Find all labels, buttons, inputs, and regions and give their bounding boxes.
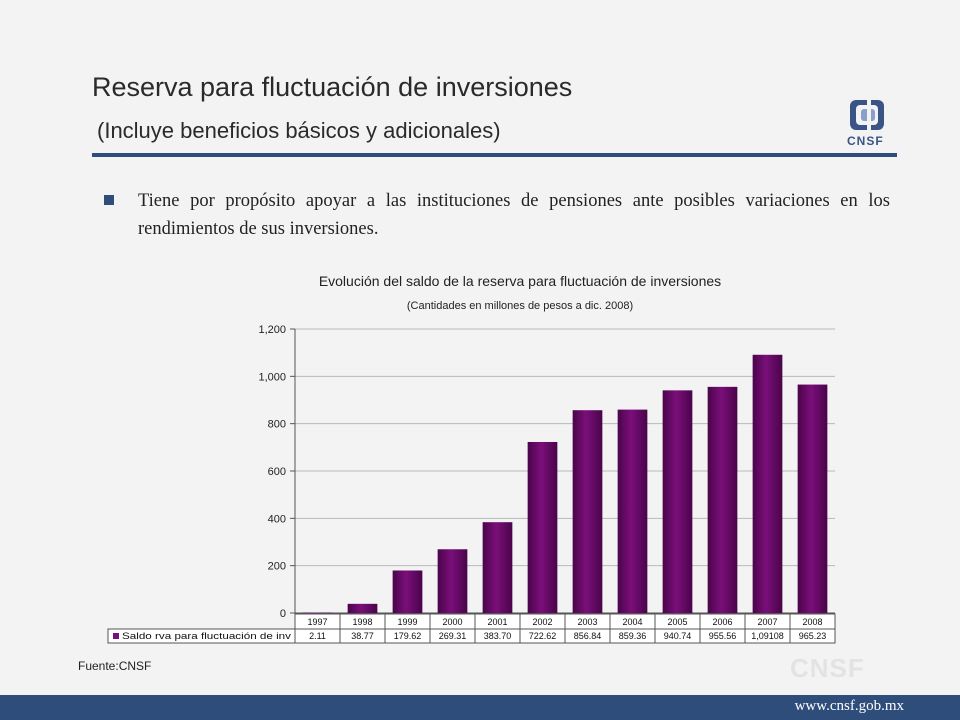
bullet-square-icon [104,195,114,205]
data-label: 269.31 [439,631,467,641]
data-label: 856.84 [574,631,602,641]
slide-subtitle: (Incluye beneficios básicos y adicionale… [97,118,501,143]
x-tick-label: 2001 [487,617,507,627]
x-tick-label: 2000 [442,617,462,627]
bullet-text: Tiene por propósito apoyar a las institu… [138,191,890,239]
data-label: 955.56 [709,631,737,641]
y-tick-label: 400 [268,513,286,525]
data-label: 859.36 [619,631,647,641]
x-tick-label: 2004 [622,617,642,627]
x-tick-label: 2003 [577,617,597,627]
data-label: 722.62 [529,631,557,641]
title-divider [92,153,897,157]
y-tick-label: 1,000 [258,371,286,383]
x-tick-label: 2005 [667,617,687,627]
legend-series-name: Saldo rva para fluctuación de inv [122,631,292,641]
x-tick-label: 1997 [307,617,327,627]
x-tick-label: 1998 [352,617,372,627]
chart-subtitle: (Cantidades en millones de pesos a dic. … [406,300,634,312]
source-note: Fuente:CNSF [78,659,152,673]
data-label: 1,09108 [751,631,784,641]
y-tick-label: 800 [268,419,286,431]
x-tick-label: 1999 [397,617,417,627]
bar-1997 [302,612,333,614]
data-label: 965.23 [799,631,827,641]
data-label: 38.77 [351,631,374,641]
y-tick-label: 1,200 [258,324,286,336]
x-tick-label: 2007 [757,617,777,627]
footer-url: www.cnsf.gob.mx [794,698,904,714]
x-tick-label: 2008 [802,617,822,627]
bar-2000 [437,549,468,613]
data-label: 2.11 [309,631,326,641]
bar-2004 [617,409,648,613]
bar-2007 [752,354,783,613]
data-label: 383.70 [484,631,512,641]
legend-swatch [113,633,119,639]
bar-1998 [347,603,378,613]
slide-title: Reserva para fluctuación de inversiones [92,72,573,102]
chart-title: Evolución del saldo de la reserva para f… [318,273,722,289]
data-label: 940.74 [664,631,692,641]
bar-1999 [392,570,423,613]
x-tick-label: 2002 [532,617,552,627]
y-tick-label: 0 [280,608,286,620]
bar-2003 [572,410,603,613]
bar-2006 [707,386,738,613]
x-tick-label: 2006 [712,617,732,627]
logo-wordmark: CNSF [847,134,884,148]
y-tick-label: 600 [268,466,286,478]
bar-2008 [797,384,828,613]
bar-2001 [482,522,513,613]
bar-2002 [527,441,558,613]
data-label: 179.62 [394,631,422,641]
watermark-logo: CNSF [790,653,865,683]
cnsf-logo-icon [850,100,884,130]
footer-bar [0,695,960,720]
y-tick-label: 200 [268,561,286,573]
bar-2005 [662,390,693,613]
